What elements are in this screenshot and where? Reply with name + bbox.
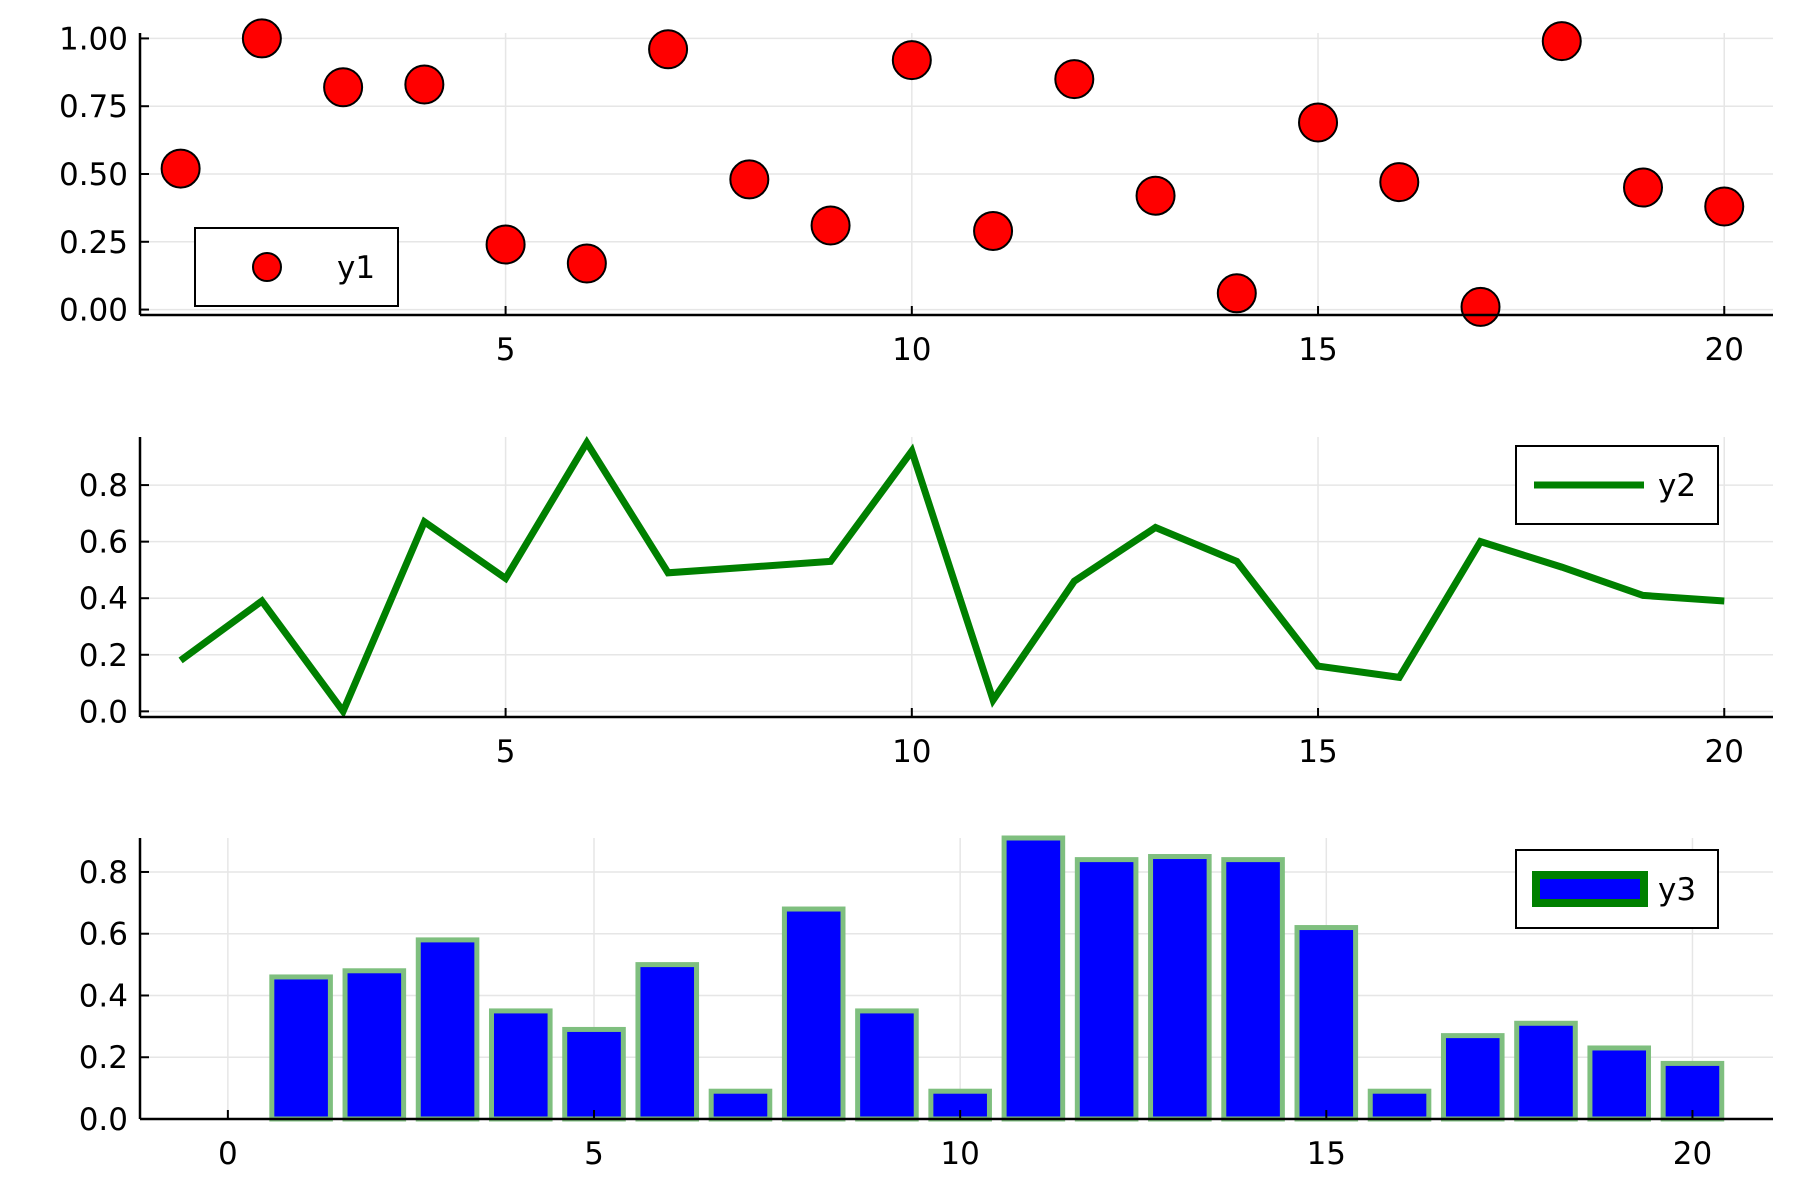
scatter-point: [1135, 175, 1176, 216]
bar: [855, 1008, 919, 1122]
bar: [1074, 857, 1139, 1122]
x-tick-label: 20: [1705, 734, 1744, 770]
series-y1: [160, 18, 1745, 327]
scatter-point: [1704, 186, 1745, 227]
bar: [1367, 1088, 1432, 1122]
bar: [562, 1026, 626, 1122]
x-tick-label: 15: [1307, 1136, 1346, 1172]
scatter-point: [810, 205, 851, 246]
scatter-point: [1541, 21, 1582, 62]
scatter-point: [241, 18, 282, 59]
y-tick-label: 0.75: [59, 89, 128, 125]
y-tick-label: 0.8: [79, 468, 128, 504]
series-line: [178, 435, 1725, 719]
y-tick-label: 0.00: [59, 293, 128, 329]
y-tick-label: 0.2: [79, 1040, 128, 1076]
legend-marker: [1532, 871, 1648, 907]
scatter-point: [1216, 273, 1257, 314]
scatter-point: [973, 210, 1014, 251]
legend-marker: [252, 252, 282, 282]
bar: [1514, 1020, 1578, 1122]
bar: [1221, 857, 1285, 1122]
x-tick-label: 10: [892, 332, 931, 368]
scatter-point: [1623, 167, 1664, 208]
series-y3: [269, 835, 1725, 1122]
legend-box: [194, 227, 399, 307]
legend-label: y2: [1658, 468, 1696, 504]
y-tick-label: 0.6: [79, 525, 128, 561]
x-tick-label: 0: [218, 1136, 238, 1172]
bar: [635, 962, 700, 1122]
bar: [269, 974, 333, 1122]
legend: y2: [1515, 445, 1719, 525]
scatter-point: [1054, 59, 1095, 100]
bar: [1148, 854, 1212, 1122]
bar: [1587, 1045, 1652, 1122]
y-tick-label: 0.2: [79, 638, 128, 674]
scatter-point: [1379, 162, 1420, 203]
subplot-3: 0 5 10 15 20 0.0 0.2 0.4 0.6 0.8 y3: [79, 835, 1773, 1172]
x-tick-label: 5: [496, 332, 516, 368]
gridlines: [140, 33, 1773, 315]
legend: y1: [194, 227, 399, 307]
y-tick-label: 0.0: [79, 1102, 128, 1138]
legend: y3: [1515, 849, 1719, 929]
scatter-point: [323, 67, 364, 108]
y-tick-label: 0.0: [79, 694, 128, 730]
bar: [1294, 925, 1359, 1122]
legend-label: y3: [1658, 872, 1696, 908]
subplot-1: 5 10 15 20 0.00 0.25 0.50 0.75 1.00 y1: [59, 18, 1773, 368]
legend-label: y1: [337, 250, 375, 286]
y-tick-label: 0.4: [79, 978, 128, 1014]
series-y2: [178, 435, 1725, 719]
scatter-point: [1460, 286, 1501, 327]
bar: [488, 1008, 553, 1122]
bar: [781, 906, 846, 1122]
scatter-point: [160, 148, 201, 189]
bar: [342, 968, 407, 1122]
scatter-point: [648, 29, 689, 70]
y-tick-label: 0.50: [59, 157, 128, 193]
x-tick-label: 5: [584, 1136, 604, 1172]
scatter-point: [566, 243, 607, 284]
y-tick-label: 0.6: [79, 917, 128, 953]
x-tick-label: 10: [940, 1136, 979, 1172]
y-tick-label: 0.4: [79, 581, 128, 617]
x-tick-label: 20: [1705, 332, 1744, 368]
bar: [1440, 1033, 1505, 1122]
x-tick-label: 15: [1298, 332, 1337, 368]
scatter-point: [729, 159, 770, 200]
bar: [1001, 835, 1066, 1122]
bar: [708, 1088, 773, 1122]
bar: [415, 937, 480, 1122]
scatter-point: [404, 64, 445, 105]
x-tick-label: 15: [1298, 734, 1337, 770]
y-tick-label: 0.25: [59, 225, 128, 261]
scatter-point: [485, 224, 526, 265]
y-tick-label: 0.8: [79, 855, 128, 891]
x-tick-label: 10: [892, 734, 931, 770]
scatter-point: [1298, 102, 1339, 143]
x-tick-label: 20: [1673, 1136, 1712, 1172]
subplot-2: 5 10 15 20 0.0 0.2 0.4 0.6 0.8 y2: [79, 435, 1773, 770]
y-tick-label: 1.00: [59, 21, 128, 57]
scatter-point: [891, 40, 932, 81]
x-tick-label: 5: [496, 734, 516, 770]
